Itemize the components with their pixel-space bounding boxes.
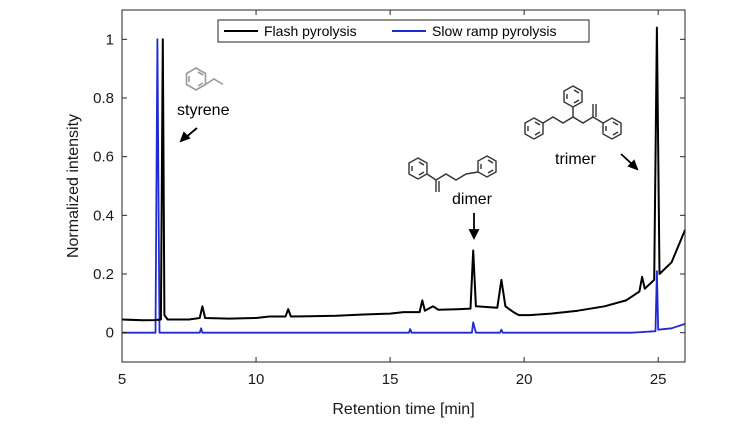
legend-label-flash: Flash pyrolysis	[264, 23, 357, 39]
y-tick-label: 0	[106, 325, 114, 342]
series-layer	[121, 26, 686, 334]
plot-background	[122, 10, 685, 362]
annotation-styrene: styrene	[177, 102, 230, 119]
trimer-structure-icon	[524, 85, 622, 140]
x-tick-label: 5	[118, 371, 126, 388]
x-axis-title: Retention time [min]	[332, 401, 474, 418]
y-tick-label: 1	[106, 31, 114, 48]
dimer-structure-icon	[408, 155, 497, 192]
legend-label-slow: Slow ramp pyrolysis	[432, 23, 556, 39]
y-tick-label: 0.4	[93, 207, 114, 224]
trimer-arrow-icon	[620, 153, 639, 171]
annotation-trimer: trimer	[555, 151, 597, 168]
x-tick-label: 10	[248, 371, 265, 388]
x-tick-label: 25	[650, 371, 667, 388]
series-line-slow-ramp-pyrolysis	[122, 38, 686, 334]
legend: Flash pyrolysis Slow ramp pyrolysis	[217, 19, 590, 43]
x-tick-label: 15	[382, 371, 399, 388]
x-tick-label: 20	[516, 371, 533, 388]
y-tick-label: 0.6	[93, 149, 114, 166]
plot-frame	[121, 9, 686, 363]
styrene-structure-icon	[185, 67, 224, 91]
y-tick-label: 0.8	[93, 90, 114, 107]
y-axis-title: Normalized intensity	[65, 114, 82, 258]
annotation-dimer: dimer	[452, 191, 493, 208]
dimer-arrow-icon	[468, 213, 480, 241]
ticks-layer: 5 10 15 20 25 0 0.2 0.4 0.6 0.8 1	[93, 10, 685, 388]
styrene-arrow-icon	[179, 127, 198, 143]
y-tick-label: 0.2	[93, 266, 114, 283]
series-line-flash-pyrolysis	[121, 26, 686, 322]
